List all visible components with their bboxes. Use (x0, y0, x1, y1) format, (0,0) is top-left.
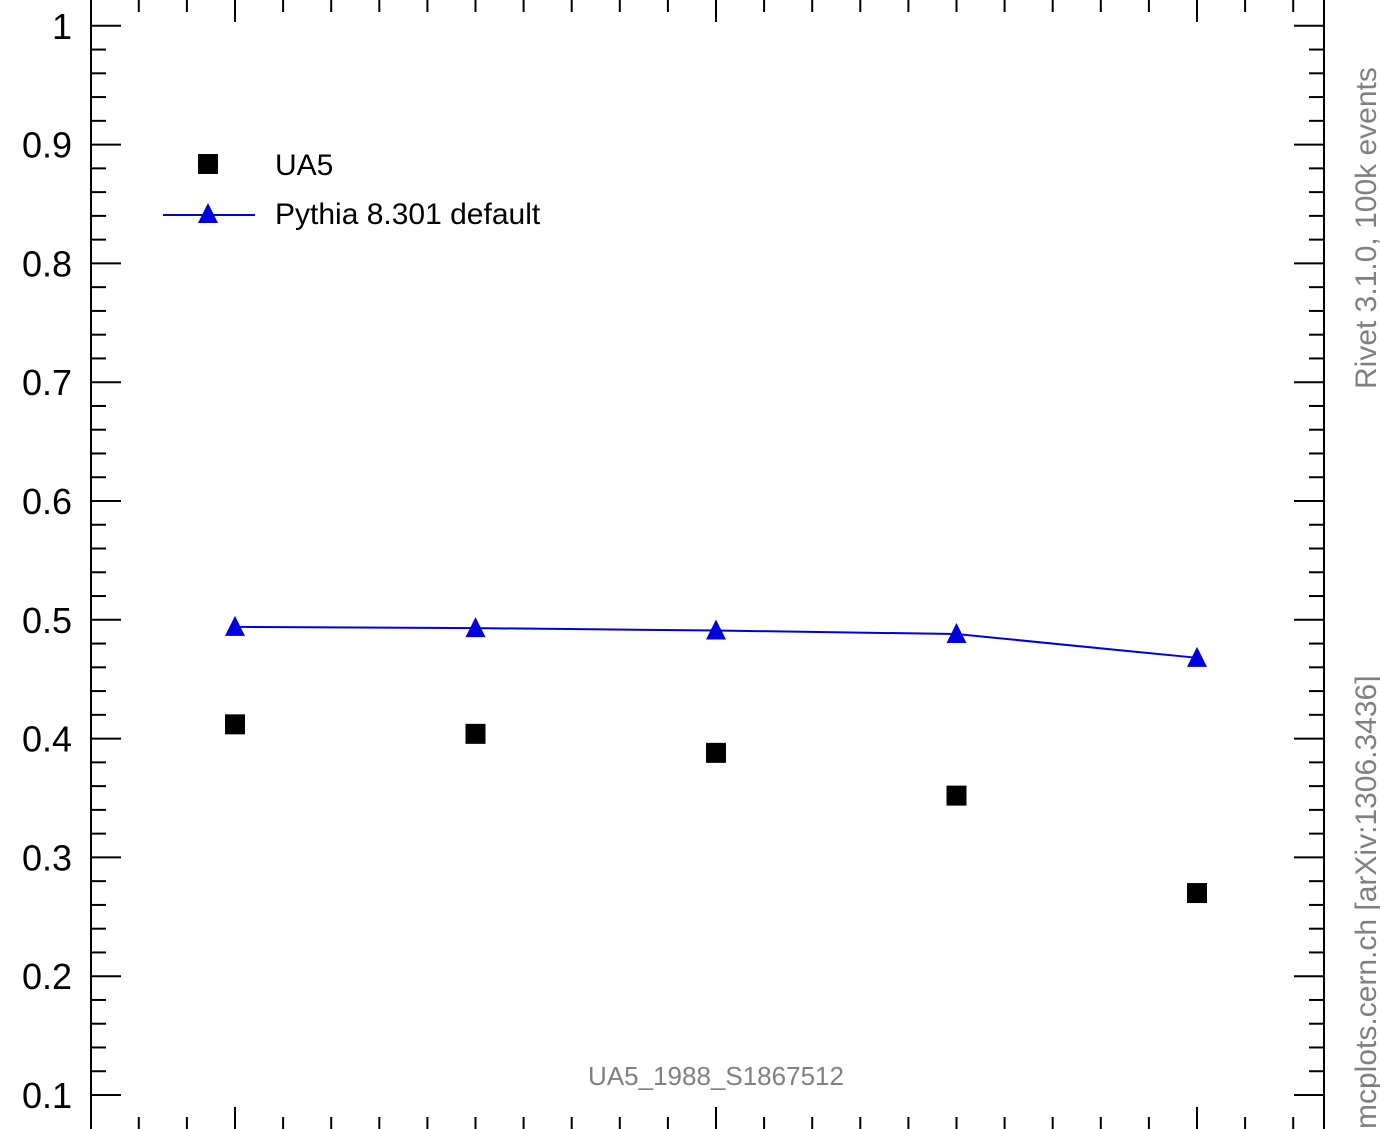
y-axis-tick-labels: 0.1 0.2 0.3 0.4 0.5 0.6 0.7 0.8 0.9 1 (22, 6, 72, 1116)
y-tick-label: 0.3 (22, 837, 72, 878)
legend-marker-pythia (198, 203, 218, 223)
plot-frame (90, 0, 1325, 1129)
rivet-version-label: Rivet 3.1.0, 100k events (1350, 67, 1380, 389)
analysis-id-label: UA5_1988_S1867512 (588, 1061, 844, 1091)
y-tick-label: 1 (52, 6, 72, 47)
ua5-point (225, 714, 245, 735)
pythia-point (706, 619, 726, 640)
y-tick-label: 0.7 (22, 362, 72, 403)
pythia-point (225, 615, 245, 636)
ua5-point (946, 785, 967, 806)
ua5-point (465, 723, 486, 744)
mcplots-source-label: mcplots.cern.ch [arXiv:1306.3436] (1350, 675, 1380, 1129)
x-axis-ticks (137, 0, 1295, 1129)
ua5-point (1187, 883, 1207, 904)
y-tick-label: 0.2 (22, 956, 72, 997)
y-tick-label: 0.6 (22, 481, 72, 522)
y-axis-ticks (91, 24, 1324, 1096)
legend-label-ua5: UA5 (275, 149, 333, 182)
pythia-point (1187, 646, 1207, 667)
legend-label-pythia: Pythia 8.301 default (275, 198, 541, 231)
series-ua5 (225, 714, 1207, 904)
legend-marker-ua5 (198, 154, 218, 174)
ua5-point (706, 742, 726, 763)
pythia-point (946, 623, 967, 644)
legend: UA5 Pythia 8.301 default (163, 149, 541, 231)
y-tick-label: 0.5 (22, 600, 72, 641)
y-tick-label: 0.9 (22, 125, 72, 166)
data-series (225, 615, 1207, 904)
y-tick-label: 0.1 (22, 1075, 72, 1116)
series-pythia (225, 615, 1207, 667)
pythia-point (465, 617, 486, 638)
y-tick-label: 0.8 (22, 243, 72, 284)
y-tick-label: 0.4 (22, 719, 72, 760)
